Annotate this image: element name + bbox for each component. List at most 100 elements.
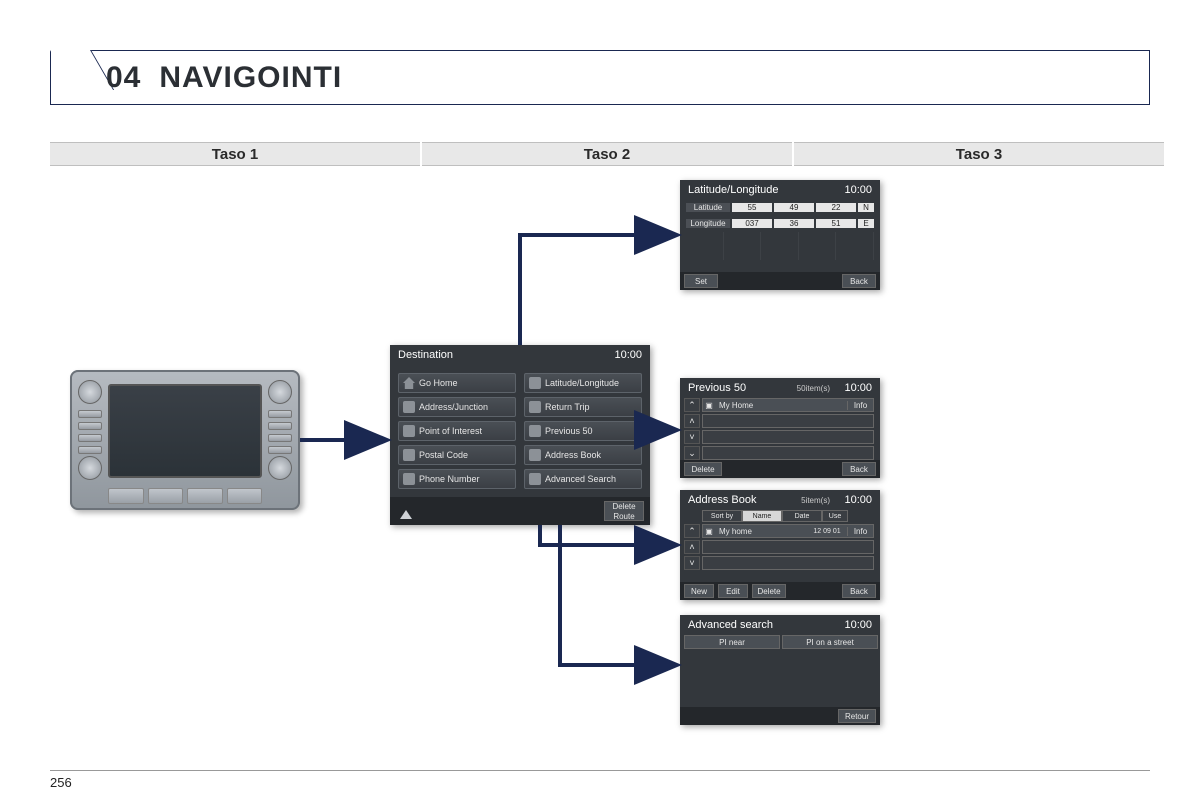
scroll-down-icon[interactable]: ⌄ bbox=[684, 446, 700, 460]
back-button[interactable]: Retour bbox=[838, 709, 876, 723]
list-item[interactable]: ▣ My Home Info bbox=[702, 398, 874, 412]
back-button[interactable]: Back bbox=[842, 274, 876, 288]
lat-deg[interactable]: 55 bbox=[732, 203, 772, 212]
scroll-up-icon[interactable]: ˄ bbox=[684, 540, 700, 554]
lat-label: Latitude bbox=[686, 203, 730, 212]
section-number: 04 bbox=[106, 61, 141, 94]
side-button[interactable] bbox=[78, 422, 102, 430]
knob-icon[interactable] bbox=[78, 456, 102, 480]
menu-return[interactable]: Return Trip bbox=[524, 397, 642, 417]
scroll-up-icon[interactable]: ⌃ bbox=[684, 524, 700, 538]
address-icon bbox=[403, 401, 415, 413]
scroll-down-icon[interactable]: ˅ bbox=[684, 430, 700, 444]
item-date: 12 09 01 bbox=[807, 528, 847, 535]
menu-label: Advanced Search bbox=[545, 474, 616, 484]
menu-poi[interactable]: Point of Interest bbox=[398, 421, 516, 441]
menu-postal[interactable]: Postal Code bbox=[398, 445, 516, 465]
side-button[interactable] bbox=[78, 434, 102, 442]
lon-sec[interactable]: 51 bbox=[816, 219, 856, 228]
sort-name-button[interactable]: Name bbox=[742, 510, 782, 522]
side-button[interactable] bbox=[268, 434, 292, 442]
up-triangle-icon[interactable] bbox=[400, 510, 412, 519]
side-button[interactable] bbox=[268, 410, 292, 418]
hw-button[interactable] bbox=[148, 488, 184, 504]
set-button[interactable]: Set bbox=[684, 274, 718, 288]
tab-pi-near[interactable]: PI near bbox=[684, 635, 780, 649]
menu-label: Latitude/Longitude bbox=[545, 378, 619, 388]
clock: 10:00 bbox=[844, 619, 872, 631]
prev50-screen: Previous 50 50item(s) 10:00 ⌃˄˅⌄ ▣ My Ho… bbox=[680, 378, 880, 478]
list-item[interactable] bbox=[702, 430, 874, 444]
sort-header: Sort by Name Date Use bbox=[702, 510, 874, 522]
lon-deg[interactable]: 037 bbox=[732, 219, 772, 228]
footer-rule bbox=[50, 770, 1150, 771]
globe-icon bbox=[529, 377, 541, 389]
bottom-button-row bbox=[108, 488, 262, 504]
menu-latlon[interactable]: Latitude/Longitude bbox=[524, 373, 642, 393]
clock: 10:00 bbox=[844, 382, 872, 394]
menu-go-home[interactable]: Go Home bbox=[398, 373, 516, 393]
menu-phone[interactable]: Phone Number bbox=[398, 469, 516, 489]
menu-advsearch[interactable]: Advanced Search bbox=[524, 469, 642, 489]
screen-title: Advanced search bbox=[688, 619, 773, 631]
menu-addressbook[interactable]: Address Book bbox=[524, 445, 642, 465]
delete-button[interactable]: Delete bbox=[752, 584, 786, 598]
lat-sec[interactable]: 22 bbox=[816, 203, 856, 212]
lon-label: Longitude bbox=[686, 219, 730, 228]
mail-icon bbox=[403, 449, 415, 461]
search-icon bbox=[529, 473, 541, 485]
clock: 10:00 bbox=[614, 349, 642, 361]
lat-min[interactable]: 49 bbox=[774, 203, 814, 212]
scroll-buttons[interactable]: ⌃ ˄ ˅ ⌄ bbox=[684, 398, 700, 460]
lon-min[interactable]: 36 bbox=[774, 219, 814, 228]
info-button[interactable]: Info bbox=[847, 401, 873, 410]
keypad-row[interactable] bbox=[686, 232, 874, 246]
return-icon bbox=[529, 401, 541, 413]
hw-button[interactable] bbox=[227, 488, 263, 504]
delete-button[interactable]: Delete bbox=[684, 462, 722, 476]
device-screen[interactable] bbox=[108, 384, 262, 478]
lon-hemi[interactable]: E bbox=[858, 219, 874, 228]
item-count: 50item(s) bbox=[797, 384, 830, 393]
menu-label: Address Book bbox=[545, 450, 601, 460]
back-button[interactable]: Back bbox=[842, 584, 876, 598]
knob-icon[interactable] bbox=[268, 456, 292, 480]
list-item[interactable] bbox=[702, 556, 874, 570]
flag-icon: ▣ bbox=[703, 527, 715, 536]
advsearch-screen: Advanced search 10:00 PI near PI on a st… bbox=[680, 615, 880, 725]
menu-prev50[interactable]: Previous 50 bbox=[524, 421, 642, 441]
side-button[interactable] bbox=[78, 446, 102, 454]
screen-title: Destination bbox=[398, 349, 453, 361]
list-item[interactable]: ▣ My home 12 09 01 Info bbox=[702, 524, 874, 538]
hw-button[interactable] bbox=[187, 488, 223, 504]
phone-icon bbox=[403, 473, 415, 485]
back-button[interactable]: Back bbox=[842, 462, 876, 476]
menu-address[interactable]: Address/Junction bbox=[398, 397, 516, 417]
sort-date-button[interactable]: Date bbox=[782, 510, 822, 522]
home-icon bbox=[403, 377, 415, 389]
scroll-up-icon[interactable]: ˄ bbox=[684, 414, 700, 428]
delete-route-button[interactable]: Delete Route bbox=[604, 501, 644, 521]
scroll-down-icon[interactable]: ˅ bbox=[684, 556, 700, 570]
page-number: 256 bbox=[50, 775, 72, 790]
info-button[interactable]: Info bbox=[847, 527, 873, 536]
sort-use-button[interactable]: Use bbox=[822, 510, 848, 522]
clock: 10:00 bbox=[844, 494, 872, 506]
scroll-buttons[interactable]: ⌃ ˄ ˅ bbox=[684, 524, 700, 570]
knob-icon[interactable] bbox=[268, 380, 292, 404]
list-item[interactable] bbox=[702, 446, 874, 460]
knob-icon[interactable] bbox=[78, 380, 102, 404]
keypad-row[interactable] bbox=[686, 246, 874, 260]
column-header-3: Taso 3 bbox=[794, 142, 1164, 166]
side-button[interactable] bbox=[268, 422, 292, 430]
tab-pi-street[interactable]: PI on a street bbox=[782, 635, 878, 649]
side-button[interactable] bbox=[78, 410, 102, 418]
scroll-up-icon[interactable]: ⌃ bbox=[684, 398, 700, 412]
lat-hemi[interactable]: N bbox=[858, 203, 874, 212]
hw-button[interactable] bbox=[108, 488, 144, 504]
list-item[interactable] bbox=[702, 540, 874, 554]
list-item[interactable] bbox=[702, 414, 874, 428]
new-button[interactable]: New bbox=[684, 584, 714, 598]
side-button[interactable] bbox=[268, 446, 292, 454]
edit-button[interactable]: Edit bbox=[718, 584, 748, 598]
